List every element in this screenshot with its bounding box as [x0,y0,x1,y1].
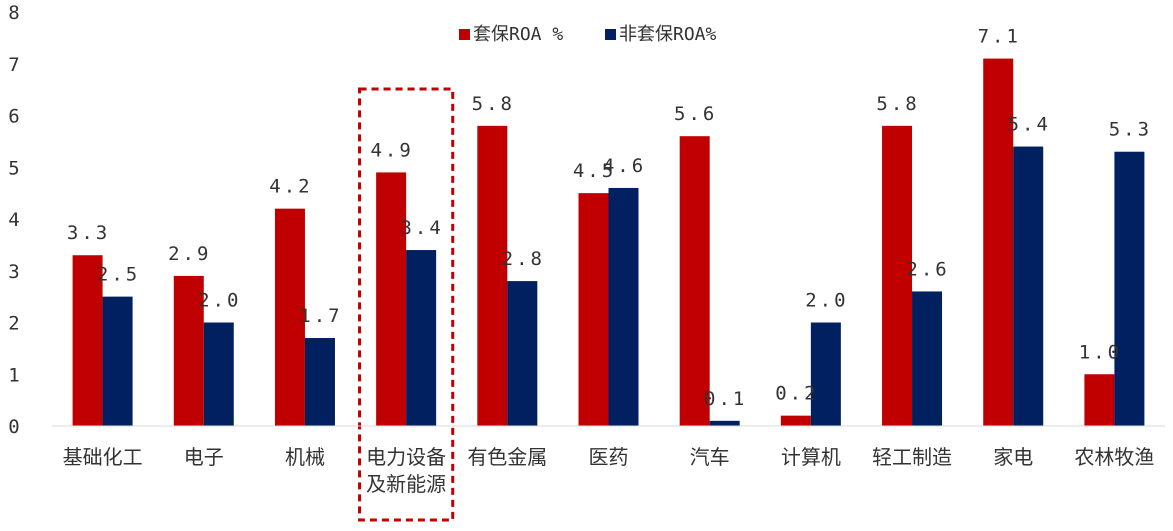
y-tick-label: 8 [8,2,19,24]
data-label-hedged: 4.5 [573,160,616,182]
x-tick-label: 农林牧渔 [1074,445,1154,469]
data-label-unhedged: 2.0 [198,290,241,312]
x-tick-label: 机械 [285,445,325,469]
legend-swatch-hedged [459,29,470,40]
x-tick-label: 有色金属 [467,445,547,469]
data-label-unhedged: 5.4 [1008,114,1051,136]
data-label-unhedged: 2.8 [502,248,545,270]
x-tick-label: 电子 [184,445,224,469]
x-tick-label: 轻工制造 [872,445,952,469]
bar-unhedged [810,322,841,426]
x-tick-label: 电力设备 [366,445,446,469]
data-label-unhedged: 3.4 [400,217,443,239]
legend-swatch-unhedged [605,29,616,40]
bar-hedged [376,172,407,426]
bar-hedged [72,255,103,426]
y-tick-label: 6 [8,106,19,128]
highlight-box [358,87,455,522]
bar-hedged [780,415,811,426]
data-label-unhedged: 2.6 [906,258,949,280]
data-labels: 3.3 2.5 2.9 2.0 4.2 1.7 4.9 3.4 5.8 2.8 4.54.6 5.6 0… [67,26,1152,410]
bar-unhedged [1114,151,1145,426]
bar-unhedged [608,187,639,426]
bar-hedged [1084,374,1115,426]
data-label-hedged: 5.8 [472,93,515,115]
y-tick-label: 4 [8,209,19,231]
legend: 套保ROA % 非套保ROA% [459,24,717,45]
y-tick-label: 2 [8,313,19,335]
x-tick-label: 及新能源 [366,472,446,496]
legend-label-hedged: 套保ROA % [473,24,563,45]
bar-hedged [882,125,913,426]
bar-hedged [578,193,609,426]
data-label-hedged: 0.2 [775,383,818,405]
y-tick-label: 7 [8,54,19,76]
bar-hedged [477,125,508,426]
bar-hedged [274,208,305,426]
data-label-hedged: 2.9 [168,243,211,265]
legend-label-unhedged: 非套保ROA% [619,24,717,45]
bar-hedged [173,275,204,426]
x-tick-label: 家电 [993,445,1033,469]
data-label-hedged: 5.6 [674,103,717,125]
bar-unhedged [102,296,133,426]
bar-unhedged [1013,146,1044,427]
bar-unhedged [406,250,437,426]
data-label-unhedged: 4.6 [603,155,646,177]
x-tick-label: 计算机 [781,445,841,469]
x-tick-label: 汽车 [690,445,730,469]
y-tick-label: 1 [8,364,19,386]
data-label-unhedged: 2.5 [97,264,140,286]
y-tick-label: 5 [8,157,19,179]
bars [72,58,1145,427]
bar-unhedged [203,322,234,426]
data-label-unhedged: 0.1 [704,388,747,410]
bar-unhedged [912,291,943,426]
data-label-hedged: 7.1 [978,26,1021,48]
x-tick-label: 医药 [589,445,629,469]
y-tick-label: 0 [8,416,19,438]
data-label-hedged: 4.2 [269,176,312,198]
highlight-dashed-box [358,87,455,522]
bar-hedged [983,58,1014,426]
data-label-hedged: 1.0 [1079,341,1122,363]
bar-unhedged [507,281,538,426]
bar-unhedged [304,338,335,426]
bar-unhedged [709,420,740,426]
data-label-hedged: 3.3 [67,222,110,244]
data-label-unhedged: 5.3 [1109,119,1152,141]
data-label-hedged: 4.9 [370,139,413,161]
y-axis: 0 1 2 3 4 5 6 7 8 [8,2,19,438]
y-tick-label: 3 [8,261,19,283]
x-tick-label: 基础化工 [63,445,143,469]
data-label-unhedged: 2.0 [805,290,848,312]
data-label-hedged: 5.8 [876,93,919,115]
data-label-unhedged: 1.7 [299,305,342,327]
bar-hedged [679,136,710,426]
